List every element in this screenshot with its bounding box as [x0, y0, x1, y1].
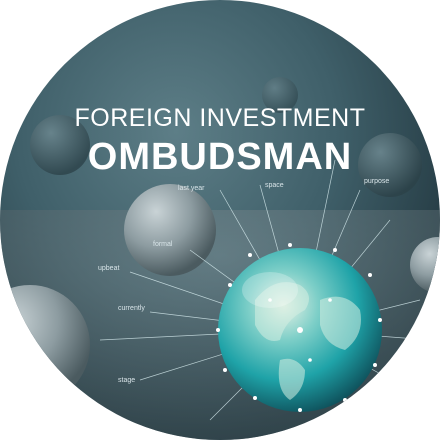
sphere-middle: [124, 184, 216, 276]
globe-highlight: [242, 272, 298, 308]
title-line-1: FOREIGN INVESTMENT: [74, 104, 366, 132]
sphere-right-edge: [410, 237, 440, 293]
globe-continents: [255, 282, 361, 400]
sphere-far: [262, 77, 298, 113]
label-stage: stage: [118, 377, 135, 384]
label-last-year: last year: [178, 185, 205, 192]
sphere-top-left: [30, 115, 90, 175]
label-formal: formal: [153, 241, 173, 248]
network-nodes: [216, 243, 382, 412]
label-upbeat: upbeat: [98, 265, 119, 272]
title-line-2: OMBUDSMAN: [87, 136, 353, 178]
label-space: space: [265, 182, 284, 189]
sphere-left-large: [0, 285, 90, 405]
label-currently: currently: [118, 305, 145, 312]
label-purpose: purpose: [364, 178, 389, 185]
sphere-top-right: [358, 133, 422, 197]
